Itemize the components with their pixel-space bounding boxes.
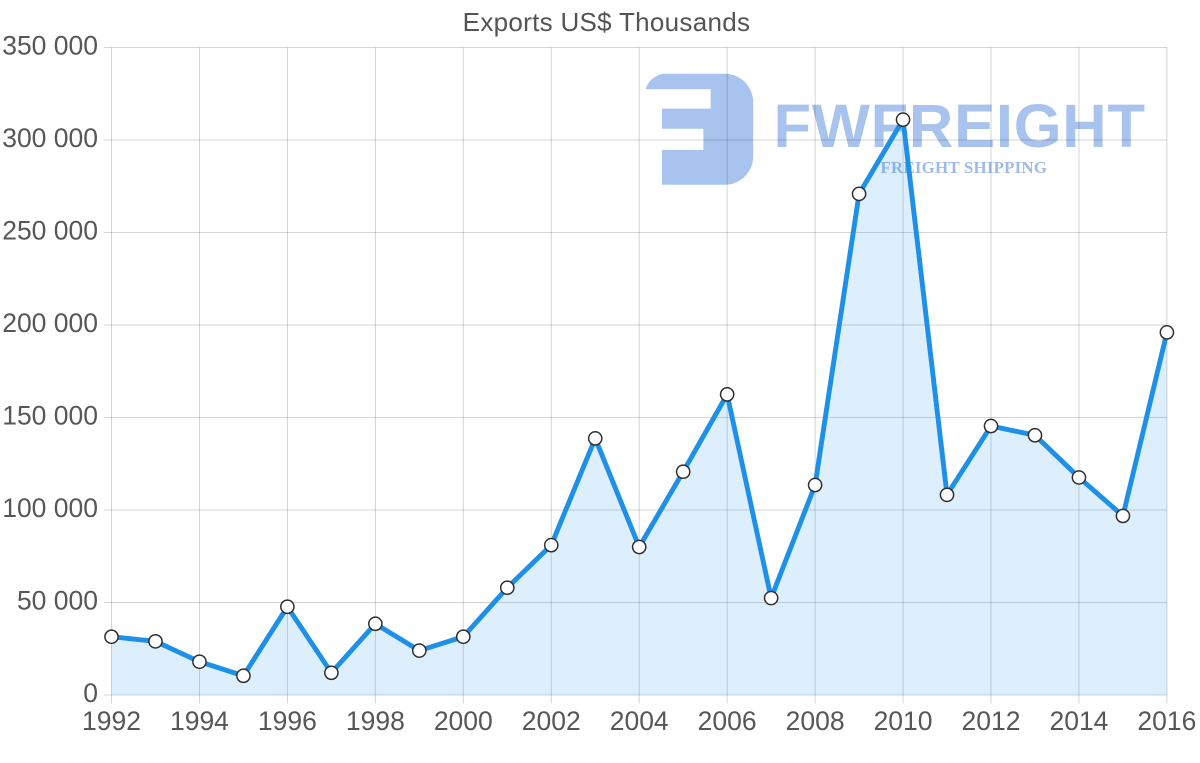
- svg-text:250 000: 250 000: [2, 216, 98, 246]
- svg-text:1996: 1996: [258, 706, 317, 736]
- svg-text:2012: 2012: [962, 706, 1021, 736]
- svg-text:150 000: 150 000: [2, 401, 98, 431]
- svg-text:1998: 1998: [346, 706, 405, 736]
- svg-text:0: 0: [83, 678, 98, 708]
- svg-text:1992: 1992: [82, 706, 141, 736]
- svg-text:2010: 2010: [874, 706, 933, 736]
- svg-text:2000: 2000: [434, 706, 493, 736]
- svg-text:1994: 1994: [170, 706, 229, 736]
- svg-text:Exports US$ Thousands: Exports US$ Thousands: [463, 7, 751, 37]
- svg-text:FREIGHT SHIPPING: FREIGHT SHIPPING: [881, 158, 1048, 177]
- svg-text:2016: 2016: [1137, 706, 1196, 736]
- svg-text:50 000: 50 000: [17, 586, 98, 616]
- svg-text:200 000: 200 000: [2, 308, 98, 338]
- svg-text:2004: 2004: [610, 706, 669, 736]
- svg-text:100 000: 100 000: [2, 493, 98, 523]
- svg-text:350 000: 350 000: [2, 31, 98, 61]
- svg-text:2002: 2002: [522, 706, 581, 736]
- svg-text:FWFREIGHT: FWFREIGHT: [774, 92, 1146, 161]
- svg-text:2006: 2006: [698, 706, 757, 736]
- svg-text:2008: 2008: [786, 706, 845, 736]
- svg-text:300 000: 300 000: [2, 123, 98, 153]
- svg-text:2014: 2014: [1049, 706, 1108, 736]
